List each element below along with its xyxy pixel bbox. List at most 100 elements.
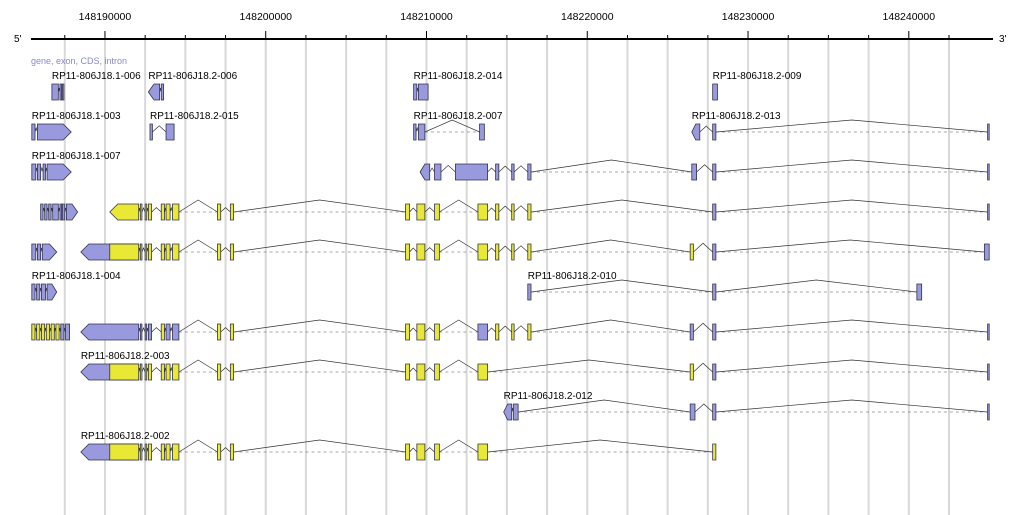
cds-block <box>45 323 50 341</box>
intron <box>439 319 479 333</box>
cds-block <box>434 363 440 381</box>
ruler-tick-label: 148220000 <box>561 11 614 23</box>
exon-block <box>48 203 52 221</box>
cds-block <box>147 363 152 381</box>
intron <box>715 399 988 413</box>
intron <box>409 247 418 253</box>
exon-block <box>80 323 140 341</box>
intron <box>487 439 713 453</box>
cds-block <box>434 243 440 261</box>
transcript-label: RP11-806J18.2-003 <box>81 351 170 362</box>
transcript <box>419 159 990 181</box>
intron <box>233 319 406 333</box>
exon-block <box>987 323 990 341</box>
exon-block <box>46 283 58 301</box>
cds-block <box>165 203 171 221</box>
intron <box>220 367 231 373</box>
cds-block <box>172 203 180 221</box>
cds-block <box>405 243 411 261</box>
cds-block <box>139 203 143 221</box>
cds-block <box>165 243 171 261</box>
exon-block <box>527 163 532 181</box>
cds-block <box>36 323 41 341</box>
cds-block <box>217 443 222 461</box>
exon-block <box>165 123 175 141</box>
exon-block <box>147 323 152 341</box>
transcript: RP11-806J18.2-006 <box>147 71 238 101</box>
cds-block <box>477 363 488 381</box>
intron <box>151 367 162 373</box>
transcript-tracks: RP11-806J18.1-006 RP11-806J18.2-006 RP11-8… <box>31 71 990 461</box>
intron <box>409 367 418 373</box>
cds-block <box>434 443 440 461</box>
transcript: RP11-806J18.1-006 <box>51 71 141 101</box>
exon-block <box>712 163 717 181</box>
intron <box>487 207 496 213</box>
exon-block <box>139 323 143 341</box>
intron <box>513 205 529 213</box>
intron <box>530 319 691 333</box>
ruler-tick-label: 148210000 <box>400 11 453 23</box>
cds-block <box>217 363 222 381</box>
intron <box>715 279 917 293</box>
intron <box>34 126 38 133</box>
intron <box>696 164 713 173</box>
cds-block <box>144 243 148 261</box>
gridlines <box>63 39 951 515</box>
cds-block <box>527 243 532 261</box>
intron <box>715 319 988 333</box>
intron <box>424 367 435 373</box>
transcript-label: RP11-806J18.2-006 <box>148 71 237 82</box>
transcript-label: RP11-806J18.2-009 <box>713 71 802 82</box>
intron <box>409 327 418 333</box>
cds-block <box>495 323 500 341</box>
cds-block <box>405 323 411 341</box>
exon-block <box>712 283 717 301</box>
transcript <box>31 323 70 341</box>
exon-block <box>987 403 990 421</box>
intron <box>498 325 512 333</box>
intron <box>233 359 406 373</box>
exon-block <box>160 83 165 101</box>
ruler-tick-label: 148190000 <box>79 11 132 23</box>
exon-block <box>512 403 519 421</box>
exon-block <box>59 83 62 101</box>
exon-block <box>60 323 65 341</box>
exon-block <box>61 83 65 101</box>
intron <box>513 325 529 333</box>
intron <box>169 246 173 253</box>
exon-block <box>511 163 515 181</box>
intron <box>151 447 162 453</box>
exon-block <box>712 123 717 141</box>
cds-block <box>144 203 148 221</box>
intron <box>513 245 529 253</box>
cds-block <box>139 243 143 261</box>
intron <box>498 165 512 173</box>
ruler-tick-label: 148200000 <box>239 11 292 23</box>
cds-block <box>416 363 426 381</box>
intron <box>233 199 406 213</box>
intron <box>409 207 418 213</box>
exon-block <box>418 83 429 101</box>
transcript-label: RP11-806J18.2-012 <box>504 391 593 402</box>
exon-block <box>41 283 46 301</box>
exon-block <box>31 163 37 181</box>
intron <box>439 359 479 373</box>
cds-block <box>511 323 515 341</box>
exon-block <box>149 123 153 141</box>
exon-block <box>418 123 426 141</box>
intron <box>715 159 988 173</box>
exon-block <box>37 243 42 261</box>
exon-block <box>40 203 44 221</box>
transcript: RP11-806J18.2-007 <box>413 111 503 141</box>
transcript: RP11-806J18.2-014 <box>413 71 503 101</box>
exon-block <box>144 323 148 341</box>
intron <box>220 447 231 453</box>
intron <box>178 439 218 453</box>
transcript-label: RP11-806J18.2-007 <box>414 111 503 122</box>
cds-block <box>55 323 60 341</box>
exon-block <box>59 203 62 221</box>
ruler-3prime-label: 3' <box>999 34 1007 45</box>
transcript: RP11-806J18.2-003 <box>80 351 990 381</box>
